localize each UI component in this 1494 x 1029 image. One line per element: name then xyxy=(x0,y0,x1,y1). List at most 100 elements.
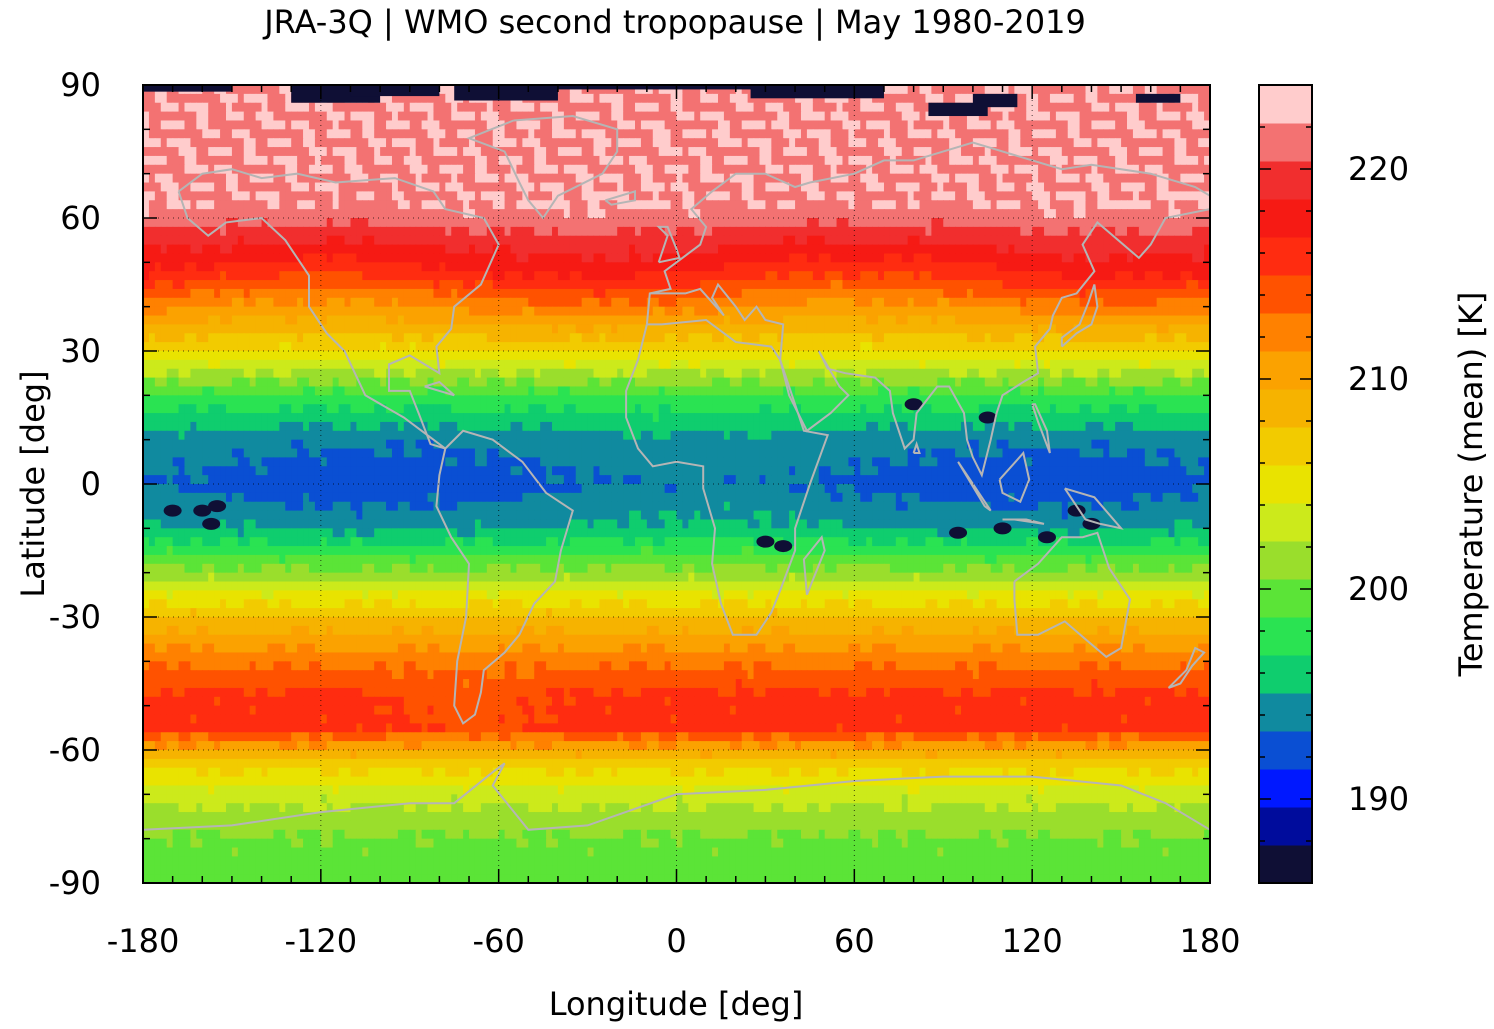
heatmap-cell xyxy=(611,111,618,122)
heatmap-cell xyxy=(225,182,233,192)
heatmap-cell xyxy=(1073,226,1081,237)
heatmap-cell xyxy=(765,226,772,237)
heatmap-cell xyxy=(682,85,689,95)
heatmap-cell xyxy=(783,324,790,334)
heatmap-cell xyxy=(913,164,921,175)
heatmap-cell xyxy=(445,280,452,290)
heatmap-cell xyxy=(469,218,476,228)
heatmap-cell xyxy=(196,226,203,237)
heatmap-cell xyxy=(955,147,962,157)
heatmap-cell xyxy=(777,138,784,148)
heatmap-cell xyxy=(297,218,304,228)
heatmap-cell xyxy=(433,235,440,246)
heatmap-cell xyxy=(457,129,464,139)
heatmap-cell xyxy=(1049,306,1057,317)
heatmap-cell xyxy=(1156,297,1164,308)
heatmap-cell xyxy=(391,235,399,246)
heatmap-cell xyxy=(196,315,203,325)
heatmap-cell xyxy=(806,235,814,246)
heatmap-cell xyxy=(635,280,642,290)
heatmap-cell xyxy=(913,226,921,237)
heatmap-cell xyxy=(990,297,998,308)
heatmap-cell xyxy=(1020,280,1027,290)
heatmap-cell xyxy=(1002,155,1010,166)
heatmap-cell xyxy=(1180,253,1187,263)
heatmap-cell xyxy=(961,129,968,139)
heatmap-cell xyxy=(463,191,470,201)
heatmap-cell xyxy=(338,288,346,299)
heatmap-cell xyxy=(143,200,150,210)
heatmap-cell xyxy=(190,102,197,113)
heatmap-cell xyxy=(878,173,885,184)
heatmap-cell xyxy=(208,173,215,184)
heatmap-cell xyxy=(842,209,850,219)
heatmap-cell xyxy=(391,306,399,317)
heatmap-cell xyxy=(907,297,915,308)
heatmap-cell xyxy=(1044,218,1051,228)
heatmap-cell xyxy=(919,129,927,139)
heatmap-cell xyxy=(943,262,950,272)
heatmap-cell xyxy=(409,253,417,263)
heatmap-cell xyxy=(1132,226,1140,237)
heatmap-cell xyxy=(1002,85,1010,95)
heatmap-cell xyxy=(605,262,612,272)
heatmap-cell xyxy=(178,262,186,272)
heatmap-cell xyxy=(581,191,589,201)
heatmap-cell xyxy=(522,120,529,130)
heatmap-cell xyxy=(990,164,998,175)
heatmap-cell xyxy=(569,85,577,95)
heatmap-cell xyxy=(901,200,909,210)
heatmap-cell xyxy=(700,200,707,210)
heatmap-cell xyxy=(966,218,974,228)
heatmap-cell xyxy=(575,306,583,317)
heatmap-cell xyxy=(231,306,239,317)
heatmap-cell xyxy=(789,120,796,130)
heatmap-cell xyxy=(670,226,678,237)
heatmap-cell xyxy=(303,173,310,184)
heatmap-cell xyxy=(469,129,476,139)
heatmap-cell xyxy=(878,253,885,263)
heatmap-cell xyxy=(314,129,322,139)
heatmap-cell xyxy=(356,271,363,281)
heatmap-cell xyxy=(231,262,239,272)
heatmap-cell xyxy=(374,280,381,290)
heatmap-cell xyxy=(640,253,648,263)
heatmap-cell xyxy=(895,85,903,95)
heatmap-cell xyxy=(421,173,429,184)
heatmap-cell xyxy=(961,218,968,228)
heatmap-cell xyxy=(314,138,322,148)
heatmap-cell xyxy=(1067,85,1075,95)
heatmap-cell xyxy=(160,120,168,130)
heatmap-cell xyxy=(546,324,553,334)
heatmap-cell xyxy=(889,315,897,325)
heatmap-cell xyxy=(314,200,322,210)
heatmap-cell xyxy=(848,209,855,219)
heatmap-cell xyxy=(285,85,292,95)
heatmap-cell xyxy=(255,129,263,139)
heatmap-cell xyxy=(712,262,719,272)
heatmap-cell xyxy=(391,324,399,334)
heatmap-cell xyxy=(961,262,968,272)
heatmap-cell xyxy=(1020,218,1027,228)
heatmap-cell xyxy=(474,182,482,192)
heatmap-cell xyxy=(409,324,417,334)
heatmap-cell xyxy=(403,209,411,219)
heatmap-cell xyxy=(1079,288,1087,299)
heatmap-cell xyxy=(943,280,950,290)
heatmap-cell xyxy=(344,244,352,255)
heatmap-cell xyxy=(872,253,879,263)
heatmap-cell xyxy=(546,306,553,317)
heatmap-cell xyxy=(878,262,885,272)
heatmap-cell xyxy=(220,262,227,272)
heatmap-cell xyxy=(759,191,767,201)
heatmap-cell xyxy=(806,244,814,255)
heatmap-cell xyxy=(303,280,310,290)
heatmap-cell xyxy=(581,306,589,317)
heatmap-cell xyxy=(599,102,606,113)
heatmap-cell xyxy=(1121,315,1128,325)
heatmap-cell xyxy=(486,226,494,237)
heatmap-cell xyxy=(557,93,565,104)
heatmap-cell xyxy=(658,102,666,113)
heatmap-cell xyxy=(706,155,713,166)
heatmap-cell xyxy=(474,209,482,219)
